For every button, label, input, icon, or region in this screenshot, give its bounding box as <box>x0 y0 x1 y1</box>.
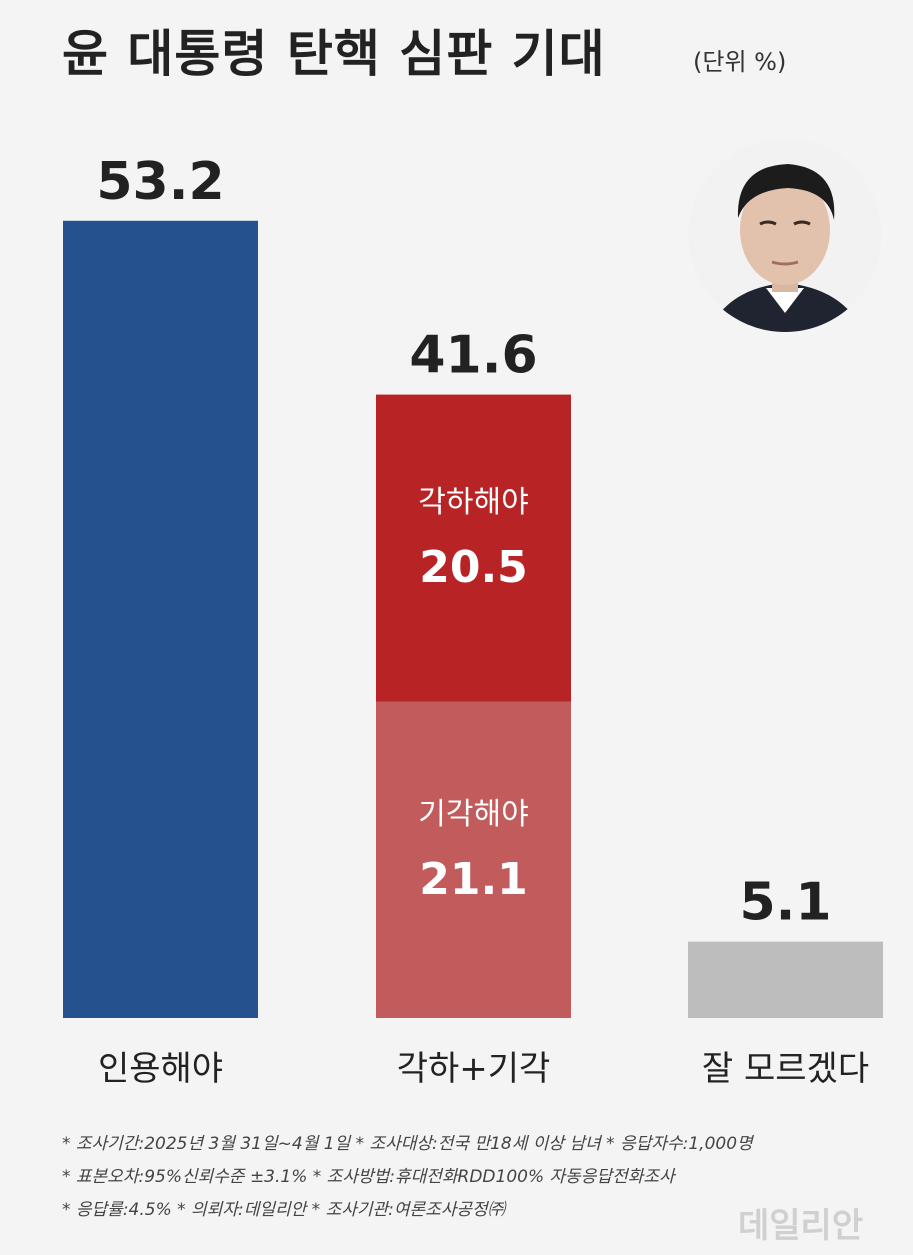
footnote-line: * 표본오차:95%신뢰수준 ±3.1% * 조사방법:휴대전화RDD100% … <box>62 1167 675 1187</box>
footnotes: * 조사기간:2025년 3월 31일~4월 1일 * 조사대상:전국 만18세… <box>62 1128 753 1227</box>
segment-value-label: 21.1 <box>419 854 528 905</box>
unit-label: (단위 %) <box>693 48 787 76</box>
segment-label: 각하해야 <box>418 485 528 520</box>
total-value-label: 53.2 <box>96 152 224 212</box>
total-value-label: 41.6 <box>409 326 537 386</box>
segment-label: 기각해야 <box>418 797 528 832</box>
portrait-photo <box>688 138 882 332</box>
segment-value-label: 20.5 <box>419 542 528 593</box>
chart-title: 윤 대통령 탄핵 심판 기대 <box>62 25 606 83</box>
category-label: 인용해야 <box>98 1049 223 1089</box>
bar-segment <box>63 220 258 1019</box>
bar-segment <box>688 941 883 1018</box>
category-label: 각하+기각 <box>397 1049 551 1089</box>
total-value-label: 5.1 <box>739 873 831 933</box>
footnote-line: * 응답률:4.5% * 의뢰자:데일리안 * 조사기관:여론조사공정㈜ <box>62 1200 505 1220</box>
footnote-line: * 조사기간:2025년 3월 31일~4월 1일 * 조사대상:전국 만18세… <box>62 1134 753 1154</box>
watermark-logo: 데일리안 <box>738 1206 864 1246</box>
category-label: 잘 모르겠다 <box>702 1049 869 1089</box>
bar-segment <box>376 701 571 1018</box>
bar-chart: 53.2 인용해야 기각해야 21.1 각하해야 20.5 41.6 각하+기각 5.1 잘 모르… <box>63 152 883 1089</box>
bar-segment <box>376 394 571 702</box>
